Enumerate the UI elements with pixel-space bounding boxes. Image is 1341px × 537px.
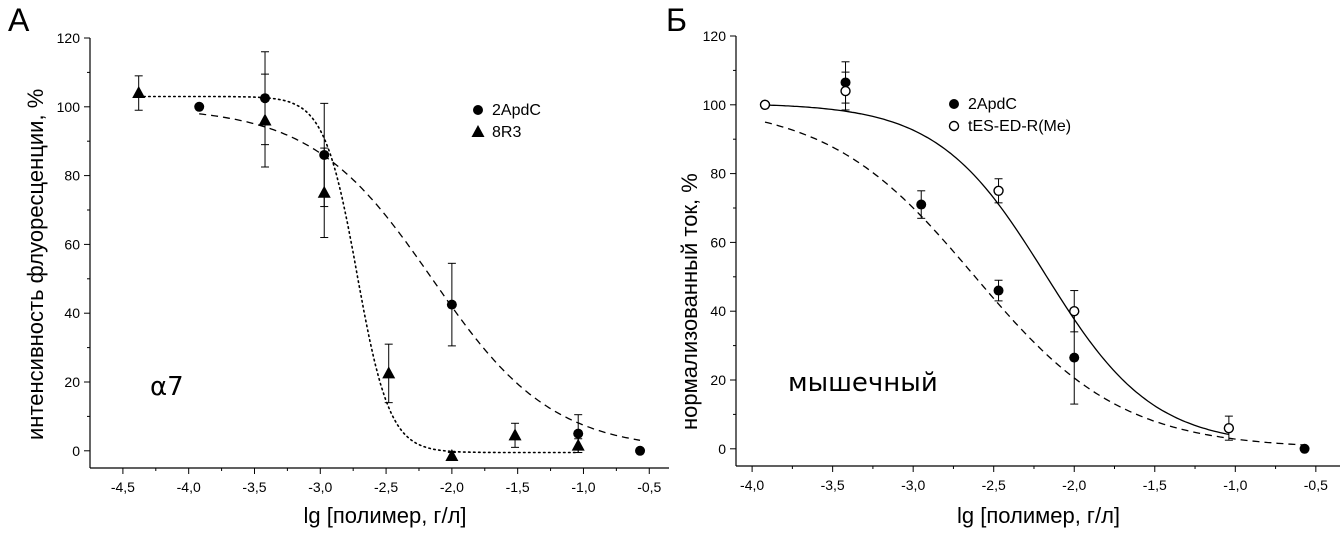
data-point xyxy=(571,438,585,451)
y-tick-label: 0 xyxy=(72,443,80,459)
data-point xyxy=(993,285,1004,296)
y-tick-label: 20 xyxy=(710,372,726,388)
x-tick-label: -2,0 xyxy=(440,479,464,495)
data-point xyxy=(635,445,646,456)
fit-curve xyxy=(764,104,1230,436)
data-point xyxy=(1299,443,1310,454)
legend-label: 2ApdC xyxy=(968,96,1017,113)
x-tick-label: -2,0 xyxy=(1062,477,1086,493)
legend-label: tES-ED-R(Me) xyxy=(968,118,1071,135)
x-tick-label: -3,0 xyxy=(901,477,925,493)
y-tick-label: 60 xyxy=(64,236,80,252)
fit-curve xyxy=(764,121,1305,446)
x-tick-label: -1,5 xyxy=(506,479,530,495)
annotation-a: α7 xyxy=(150,372,184,402)
data-point xyxy=(445,448,459,461)
x-tick-label: -3,5 xyxy=(821,477,845,493)
data-point xyxy=(759,99,771,111)
x-tick-label: -4,5 xyxy=(111,479,135,495)
x-tick-label: -1,5 xyxy=(1143,477,1167,493)
data-point xyxy=(916,199,927,210)
x-tick-label: -0,5 xyxy=(637,479,661,495)
data-point xyxy=(258,113,272,126)
data-point xyxy=(508,428,522,441)
data-point xyxy=(382,366,396,379)
data-point xyxy=(993,185,1004,197)
y-tick-label: 60 xyxy=(710,234,726,250)
fit-curve xyxy=(199,113,641,441)
y-tick-label: 0 xyxy=(718,441,726,457)
data-point xyxy=(446,299,457,310)
y-tick-label: 120 xyxy=(57,30,81,46)
chart-b-svg: 0 20 40 60 80 100 120 -4,0 -3,5 -3,0 -2,5 -2,0 -1,5 -… xyxy=(703,28,1340,493)
data-point xyxy=(132,86,146,99)
x-tick-label: -2,5 xyxy=(982,477,1006,493)
x-axis-label-b: lg [полимер, г/л] xyxy=(956,503,1121,528)
y-tick-label: 120 xyxy=(703,28,727,44)
legend-marker xyxy=(471,125,485,137)
y-tick-label: 20 xyxy=(64,374,80,390)
y-axis-label-a: интенсивность флуоресценции, % xyxy=(23,88,48,440)
data-point xyxy=(1223,422,1235,434)
x-tick-label: -4,0 xyxy=(740,477,764,493)
fit-curve xyxy=(137,95,580,454)
legend-label: 2ApdC xyxy=(492,102,541,119)
y-tick-label: 40 xyxy=(64,305,80,321)
legend-marker xyxy=(949,99,959,109)
data-point xyxy=(1069,306,1080,317)
legend-label: 8R3 xyxy=(492,124,521,141)
x-tick-label: -0,5 xyxy=(1304,477,1328,493)
y-tick-label: 40 xyxy=(710,303,726,319)
legend-marker xyxy=(473,105,483,115)
x-tick-label: -2,5 xyxy=(374,479,398,495)
y-tick-label: 100 xyxy=(57,99,81,115)
data-point xyxy=(573,428,584,439)
x-tick-label: -4,0 xyxy=(177,479,201,495)
data-point xyxy=(194,101,205,112)
y-axis-label-b: нормализованный ток, % xyxy=(677,173,702,430)
data-point xyxy=(1069,352,1080,363)
y-tick-label: 80 xyxy=(710,166,726,182)
data-point xyxy=(317,185,331,198)
x-tick-label: -1,0 xyxy=(571,479,595,495)
y-tick-label: 80 xyxy=(64,168,80,184)
x-tick-label: -1,0 xyxy=(1223,477,1247,493)
chart-a-svg: 0 20 40 60 80 100 120 -4,5 -4,0 -3,5 -3,0 -2,5 -2,0 -… xyxy=(57,30,669,495)
panel-letter-b: Б xyxy=(666,2,687,38)
panel-a: 0 20 40 60 80 100 120 -4,5 -4,0 -3,5 -3,0 -2,5 -2,0 -… xyxy=(0,0,670,537)
y-tick-label: 100 xyxy=(703,97,727,113)
annotation-b: мышечный xyxy=(788,368,938,398)
panel-b: 0 20 40 60 80 100 120 -4,0 -3,5 -3,0 -2,5 -2,0 -1,5 -… xyxy=(666,0,1341,537)
panel-letter-a: А xyxy=(8,2,30,38)
x-tick-label: -3,0 xyxy=(308,479,332,495)
x-axis-label-a: lg [полимер, г/л] xyxy=(303,503,467,528)
x-tick-label: -3,5 xyxy=(242,479,266,495)
legend-marker xyxy=(948,120,960,132)
data-point xyxy=(840,85,851,97)
